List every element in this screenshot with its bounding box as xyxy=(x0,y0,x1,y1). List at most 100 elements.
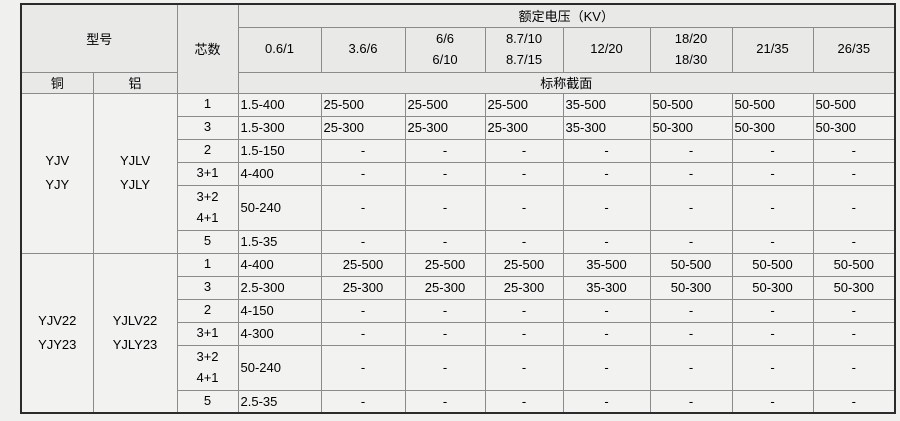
value-cell: - xyxy=(731,298,814,323)
value-cell: - xyxy=(320,138,406,163)
value-cell: 50-500 xyxy=(812,92,896,117)
cores-cell: 3 xyxy=(176,275,239,300)
cable-spec-table: 型号 芯数 额定电压（KV） 0.6/1 3.6/6 6/6 6/10 8.7/… xyxy=(20,3,897,414)
value-cell: - xyxy=(812,344,896,391)
value-cell: 25-500 xyxy=(484,252,564,277)
value-cell: 4-400 xyxy=(237,161,322,186)
table-row: 3+1 4-400- - - - - - - xyxy=(21,161,896,186)
value-cell: - xyxy=(649,389,733,414)
value-cell: 50-300 xyxy=(649,275,733,300)
value-cell: 25-300 xyxy=(484,275,564,300)
voltage-col-header: 8.7/10 8.7/15 xyxy=(484,26,564,73)
value-cell: 50-300 xyxy=(731,275,814,300)
value-cell: - xyxy=(320,321,406,346)
value-cell: - xyxy=(404,321,486,346)
cores-cell: 5 xyxy=(176,389,239,414)
value-cell: 35-300 xyxy=(562,275,651,300)
value-cell: - xyxy=(731,321,814,346)
value-cell: - xyxy=(484,184,564,231)
copper-model-cell: YJV22 YJY23 xyxy=(20,252,94,414)
value-cell: 25-300 xyxy=(484,115,564,140)
cores-cell: 1 xyxy=(176,252,239,277)
value-cell: - xyxy=(320,389,406,414)
value-cell: - xyxy=(562,344,651,391)
value-cell: - xyxy=(731,138,814,163)
value-cell: - xyxy=(320,229,406,254)
value-cell: 25-300 xyxy=(404,275,486,300)
cores-cell: 3+2 4+1 xyxy=(176,184,239,231)
value-cell: 50-300 xyxy=(731,115,814,140)
nominal-section-header: 标称截面 xyxy=(237,71,896,94)
value-cell: - xyxy=(649,138,733,163)
value-cell: - xyxy=(484,389,564,414)
table-row: YJV YJY YJLV YJLY 1 1.5-400 25-500 25-500 25-5… xyxy=(20,92,896,254)
value-cell: 50-240 xyxy=(237,184,322,231)
voltage-col-header: 0.6/1 xyxy=(237,26,322,73)
value-cell: - xyxy=(812,298,896,323)
value-cell: - xyxy=(562,389,651,414)
table-row: 5 2.5-35- - - - - - - xyxy=(21,389,896,414)
value-cell: 25-500 xyxy=(404,92,486,117)
value-cell: 50-300 xyxy=(649,115,733,140)
table-row: 3+1 4-300- - - - - - - xyxy=(21,321,896,346)
value-cell: 2.5-35 xyxy=(237,389,322,414)
value-cell: - xyxy=(320,161,406,186)
value-cell: - xyxy=(562,229,651,254)
value-cell: 50-500 xyxy=(649,252,733,277)
value-cell: - xyxy=(562,298,651,323)
value-cell: - xyxy=(484,321,564,346)
value-cell: - xyxy=(484,298,564,323)
value-cell: 35-300 xyxy=(562,115,651,140)
value-cell: - xyxy=(404,344,486,391)
value-cell: - xyxy=(649,229,733,254)
value-cell: 25-300 xyxy=(320,275,406,300)
value-cell: - xyxy=(812,161,896,186)
value-cell: 50-500 xyxy=(812,252,896,277)
value-cell: - xyxy=(484,138,564,163)
value-cell: - xyxy=(649,344,733,391)
value-cell: - xyxy=(562,138,651,163)
table-row: 2 1.5-150- - - - - - - xyxy=(21,138,896,163)
value-cell: 1.5-300 xyxy=(237,115,322,140)
value-cell: - xyxy=(320,298,406,323)
value-cell: 50-500 xyxy=(731,92,814,117)
value-cell: - xyxy=(649,298,733,323)
value-cell: - xyxy=(812,184,896,231)
cores-cell: 3+1 xyxy=(176,321,239,346)
value-cell: - xyxy=(404,138,486,163)
value-cell: 50-240 xyxy=(237,344,322,391)
header-row-voltage-values: 0.6/1 3.6/6 6/6 6/10 8.7/10 8.7/15 12/20… xyxy=(21,26,896,73)
value-cell: - xyxy=(812,229,896,254)
value-cell: - xyxy=(812,389,896,414)
value-cell: - xyxy=(562,184,651,231)
voltage-col-header: 18/20 18/30 xyxy=(649,26,733,73)
value-cell: - xyxy=(649,321,733,346)
value-cell: 4-400 xyxy=(237,252,322,277)
value-cell: 1.5-150 xyxy=(237,138,322,163)
value-cell: - xyxy=(731,344,814,391)
aluminum-header: 铝 xyxy=(92,71,178,94)
value-cell: - xyxy=(562,161,651,186)
cores-cell: 5 xyxy=(176,229,239,254)
value-cell: - xyxy=(484,229,564,254)
copper-model-cell: YJV YJY xyxy=(20,92,94,254)
value-cell: 4-150 xyxy=(237,298,322,323)
cores-header: 芯数 xyxy=(176,3,239,94)
value-cell: - xyxy=(320,184,406,231)
value-cell: - xyxy=(484,344,564,391)
value-cell: 35-500 xyxy=(562,92,651,117)
table-body: YJV YJY YJLV YJLY 1 1.5-400 25-500 25-500 25-5… xyxy=(20,92,896,414)
value-cell: 25-300 xyxy=(404,115,486,140)
value-cell: - xyxy=(404,229,486,254)
value-cell: - xyxy=(731,229,814,254)
cores-cell: 3+1 xyxy=(176,161,239,186)
table-row: 5 1.5-35- - - - - - - xyxy=(21,229,896,254)
value-cell: - xyxy=(404,298,486,323)
value-cell: - xyxy=(562,321,651,346)
value-cell: - xyxy=(404,184,486,231)
value-cell: 50-300 xyxy=(812,115,896,140)
voltage-col-header: 21/35 xyxy=(731,26,814,73)
voltage-col-header: 26/35 xyxy=(812,26,896,73)
value-cell: 25-500 xyxy=(320,92,406,117)
